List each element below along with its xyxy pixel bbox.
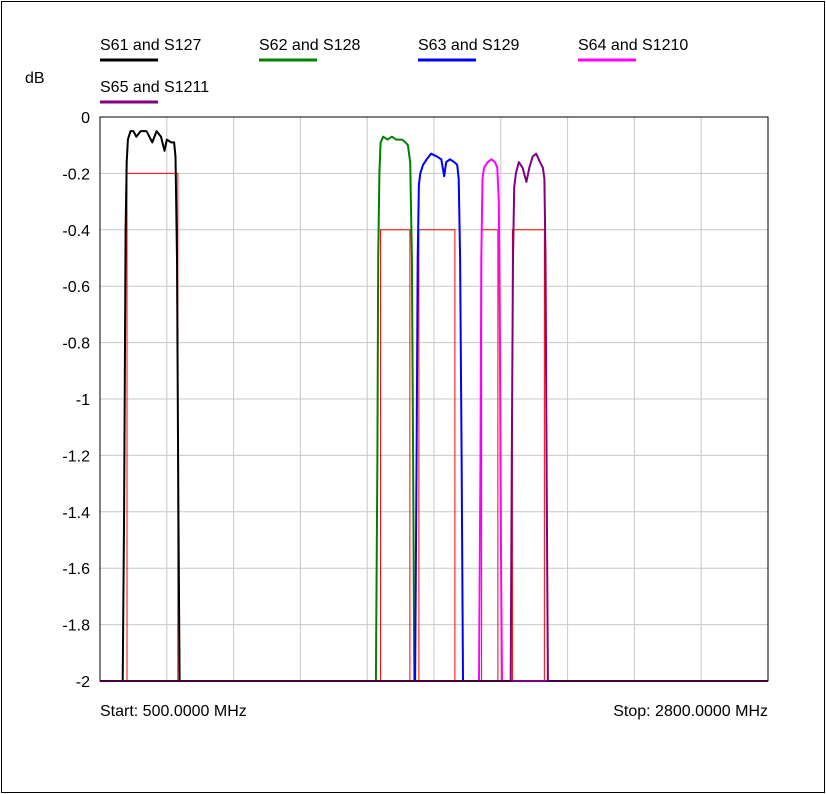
y-tick-label: -1.2 [62,448,90,465]
y-tick-label: -1.8 [62,618,90,635]
y-tick-label: -0.8 [62,336,90,353]
plot-border [99,116,769,682]
series-line [100,152,768,682]
y-tick-label: -0.2 [62,166,90,183]
limit-mask [481,229,499,681]
legend-label: S64 and S1210 [578,37,688,54]
stop-label: Stop: 2800.0000 MHz [613,703,768,720]
y-tick-labels: 0 -0.2 -0.4 -0.6 -0.8 -1 -1.2 -1.4 -1.6 -1.8 -2 [62,110,90,691]
limit-mask [418,229,456,681]
traces [100,130,768,682]
y-tick-label: -0.4 [62,223,90,240]
y-tick-label: -1.6 [62,561,90,578]
y-tick-label: -0.6 [62,279,90,296]
series-line [100,135,768,682]
y-tick-label: 0 [81,110,90,127]
legend: S61 and S127 S62 and S128 S63 and S129 S64 … [100,37,688,104]
legend-label: S62 and S128 [259,37,361,54]
legend-label: S63 and S129 [418,37,520,54]
y-axis-label: dB [25,70,45,87]
y-tick-label: -2 [76,674,90,691]
y-tick-label: -1 [76,392,90,409]
start-label: Start: 500.0000 MHz [100,703,247,720]
legend-label: S61 and S127 [100,37,202,54]
legend-label: S65 and S1211 [100,79,209,96]
grid [100,117,768,681]
series-line [100,152,768,682]
limit-mask [380,229,411,681]
y-tick-label: -1.4 [62,505,90,522]
limit-mask [126,172,179,681]
series-line [100,130,768,682]
series-line [100,158,768,682]
